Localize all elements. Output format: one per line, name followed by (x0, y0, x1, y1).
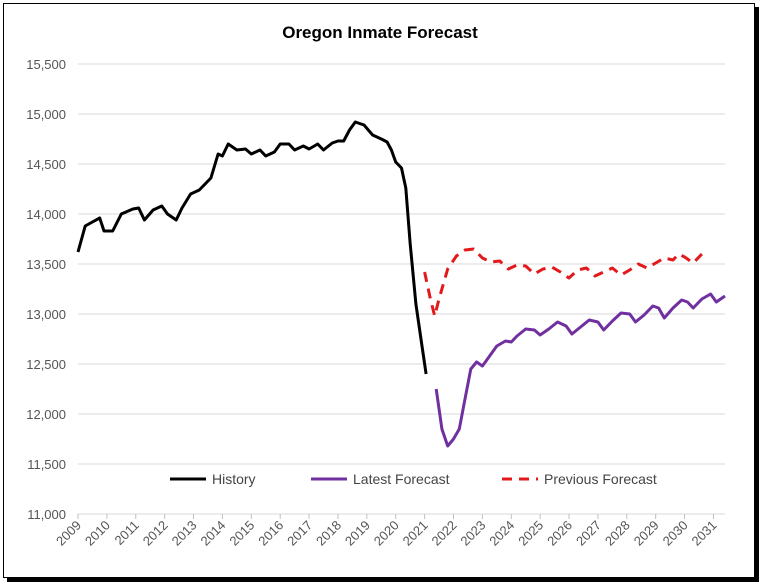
y-tick-label: 15,000 (26, 107, 66, 122)
x-tick-label: 2030 (660, 518, 691, 549)
legend-label: History (212, 471, 256, 487)
x-tick-label: 2019 (342, 518, 373, 549)
y-tick-label: 13,500 (26, 257, 66, 272)
y-tick-label: 13,000 (26, 307, 66, 322)
x-tick-label: 2010 (82, 518, 113, 549)
y-tick-label: 15,500 (26, 57, 66, 72)
y-tick-label: 14,500 (26, 157, 66, 172)
legend-label: Previous Forecast (544, 471, 657, 487)
chart-title: Oregon Inmate Forecast (282, 23, 478, 42)
x-tick-label: 2017 (284, 518, 315, 549)
x-axis: 2009201020112012201320142015201620172018… (53, 514, 720, 549)
x-tick-label: 2018 (313, 518, 344, 549)
legend-label: Latest Forecast (353, 471, 450, 487)
x-tick-label: 2013 (169, 518, 200, 549)
x-tick-label: 2023 (457, 518, 488, 549)
y-axis: 11,000 11,500 12,000 12,500 13,000 13,500 14,0… (26, 57, 66, 522)
x-tick-label: 2020 (371, 518, 402, 549)
x-tick-label: 2014 (197, 518, 228, 549)
x-tick-label: 2021 (400, 518, 431, 549)
x-tick-label: 2028 (602, 518, 633, 549)
x-tick-label: 2026 (544, 518, 575, 549)
series-line-previous-forecast (423, 247, 703, 318)
y-tick-label: 11,000 (27, 507, 66, 522)
x-tick-label: 2027 (573, 518, 604, 549)
x-tick-label: 2031 (689, 518, 720, 549)
x-tick-label: 2012 (140, 518, 171, 549)
x-tick-label: 2025 (515, 518, 546, 549)
chart-frame (3, 3, 755, 578)
x-tick-label: 2016 (255, 518, 286, 549)
y-tick-label: 12,000 (26, 407, 66, 422)
x-tick-label: 2015 (226, 518, 257, 549)
legend: History Latest Forecast Previous Forecast (170, 471, 657, 487)
x-tick-label: 2024 (486, 518, 517, 549)
y-tick-label: 11,500 (27, 457, 66, 472)
y-tick-label: 12,500 (26, 357, 66, 372)
grid-lines (78, 63, 725, 515)
x-tick-label: 2011 (112, 518, 142, 548)
y-tick-label: 14,000 (26, 207, 66, 222)
series-group (76, 120, 726, 448)
series-line-history (76, 120, 428, 375)
series-line-latest-forecast (434, 292, 726, 448)
x-tick-label: 2029 (631, 518, 662, 549)
x-tick-label: 2009 (53, 518, 84, 549)
x-tick-label: 2022 (429, 518, 460, 549)
